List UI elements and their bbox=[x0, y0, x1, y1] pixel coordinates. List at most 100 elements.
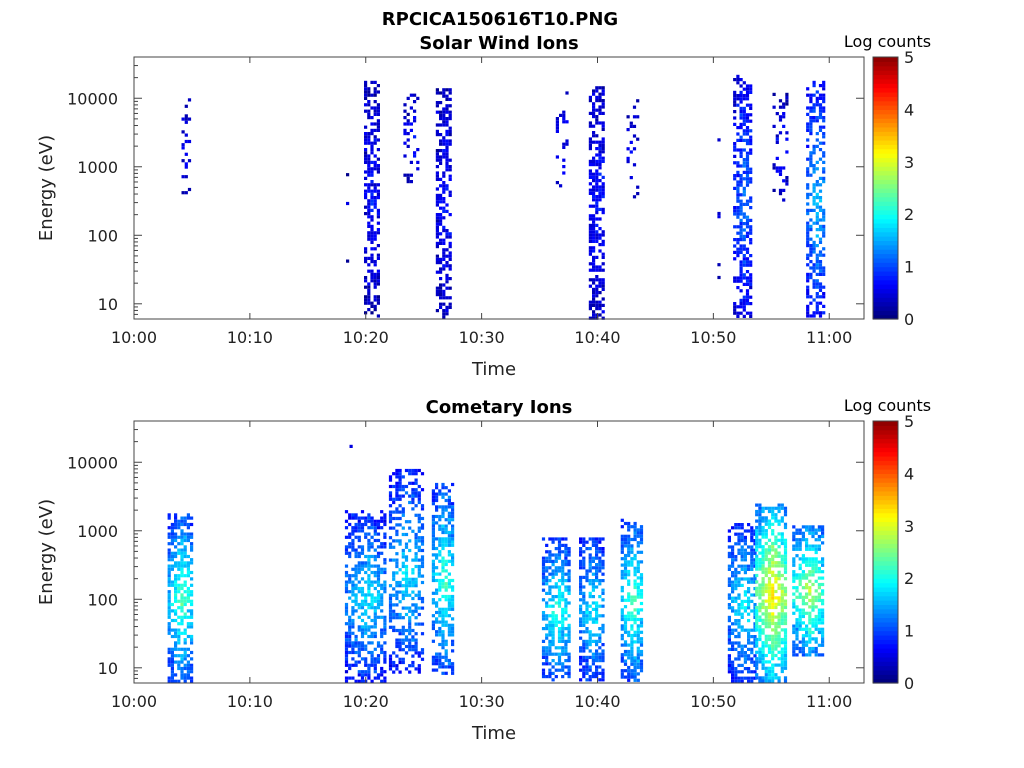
data-cell bbox=[753, 635, 757, 639]
data-cell bbox=[601, 604, 605, 608]
data-cell bbox=[743, 660, 747, 664]
data-cell bbox=[601, 243, 605, 247]
data-cell bbox=[812, 199, 816, 203]
data-cell bbox=[186, 654, 190, 658]
data-cell bbox=[811, 630, 815, 635]
data-cell bbox=[740, 670, 744, 674]
data-cell bbox=[438, 514, 442, 519]
data-cell bbox=[438, 524, 442, 528]
data-cell bbox=[435, 293, 439, 297]
data-cell bbox=[420, 548, 425, 553]
data-cell bbox=[627, 678, 631, 682]
data-cell bbox=[809, 260, 813, 264]
data-cell bbox=[601, 627, 605, 631]
data-cell bbox=[585, 569, 589, 573]
data-cell bbox=[771, 634, 775, 638]
data-cell bbox=[360, 657, 365, 661]
data-cell bbox=[344, 535, 349, 539]
data-cell bbox=[805, 538, 809, 542]
data-cell bbox=[180, 574, 184, 578]
data-cell bbox=[190, 670, 194, 674]
data-cell bbox=[545, 582, 549, 586]
data-cell bbox=[565, 142, 569, 146]
data-cell bbox=[170, 628, 174, 632]
data-cell bbox=[364, 522, 368, 527]
data-cell bbox=[822, 218, 826, 222]
data-cell bbox=[761, 602, 765, 606]
colorbar-segment bbox=[873, 131, 898, 137]
data-cell bbox=[626, 160, 630, 164]
data-cell bbox=[591, 543, 595, 547]
data-cell bbox=[601, 678, 605, 682]
data-cell bbox=[364, 599, 368, 603]
data-cell bbox=[408, 584, 412, 588]
data-cell bbox=[601, 230, 605, 234]
data-cell bbox=[181, 146, 185, 150]
data-cell bbox=[633, 672, 637, 676]
data-cell bbox=[559, 184, 563, 188]
data-cell bbox=[186, 609, 190, 613]
data-cell bbox=[367, 256, 371, 260]
data-cell bbox=[809, 119, 813, 123]
data-cell bbox=[351, 663, 355, 667]
data-cell bbox=[778, 105, 783, 109]
data-cell bbox=[398, 468, 402, 473]
data-cell bbox=[639, 630, 644, 634]
data-cell bbox=[354, 583, 358, 587]
colorbar-segment bbox=[873, 617, 898, 623]
data-cell bbox=[398, 600, 402, 604]
data-cell bbox=[177, 638, 181, 642]
data-cell bbox=[627, 544, 631, 548]
colorbar-segment bbox=[873, 626, 898, 632]
data-cell bbox=[771, 554, 775, 558]
data-cell bbox=[177, 628, 181, 632]
data-cell bbox=[764, 679, 768, 683]
data-cell bbox=[367, 567, 371, 571]
data-cell bbox=[174, 535, 178, 539]
data-cell bbox=[806, 256, 810, 260]
data-cell bbox=[755, 580, 759, 584]
data-cell bbox=[351, 574, 355, 578]
data-cell bbox=[360, 526, 365, 530]
data-cell bbox=[805, 560, 809, 564]
data-cell bbox=[383, 654, 387, 658]
data-cell bbox=[743, 548, 747, 552]
data-cell bbox=[598, 227, 602, 231]
data-cell bbox=[598, 143, 602, 147]
data-cell bbox=[733, 94, 737, 98]
data-cell bbox=[777, 509, 781, 514]
data-cell bbox=[180, 532, 184, 536]
data-cell bbox=[737, 603, 741, 607]
data-cell bbox=[548, 614, 552, 618]
data-cell bbox=[588, 668, 592, 672]
data-cell bbox=[180, 583, 184, 587]
data-cell bbox=[780, 586, 784, 590]
data-cell bbox=[588, 169, 592, 173]
data-cell bbox=[771, 573, 775, 578]
data-cell bbox=[545, 675, 549, 679]
data-cell bbox=[739, 106, 743, 110]
data-cell bbox=[567, 675, 571, 679]
data-cell bbox=[777, 599, 781, 603]
data-cell bbox=[557, 601, 562, 605]
data-cell bbox=[731, 644, 735, 648]
data-cell bbox=[812, 266, 816, 270]
data-cell bbox=[734, 596, 738, 600]
colorbar-segment bbox=[873, 196, 898, 202]
data-cell bbox=[367, 676, 371, 680]
data-cell bbox=[588, 316, 592, 320]
data-cell bbox=[595, 179, 599, 183]
data-cell bbox=[438, 626, 442, 631]
data-cell bbox=[774, 602, 778, 606]
data-cell bbox=[592, 255, 596, 259]
data-cell bbox=[753, 580, 757, 584]
colorbar-segment bbox=[873, 447, 898, 453]
colorbar-segment bbox=[873, 209, 898, 215]
data-cell bbox=[413, 100, 417, 104]
data-cell bbox=[809, 192, 813, 196]
data-cell bbox=[736, 279, 740, 283]
data-cell bbox=[420, 632, 425, 636]
data-cell bbox=[411, 590, 415, 594]
data-cell bbox=[367, 586, 371, 591]
data-cell bbox=[598, 99, 602, 103]
